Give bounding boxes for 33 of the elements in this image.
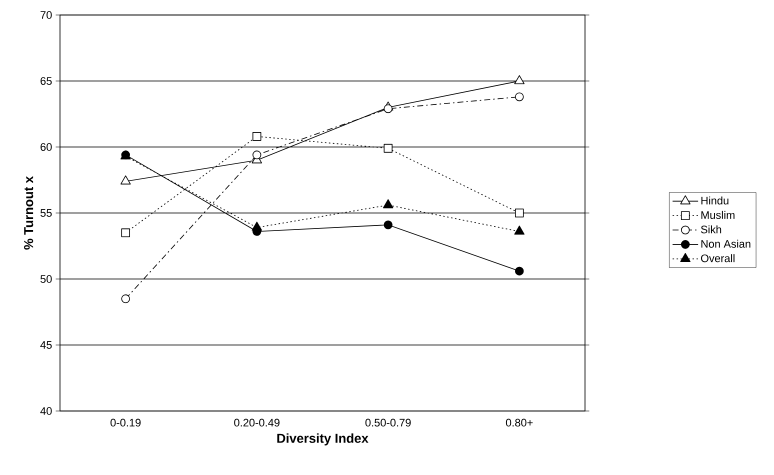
x-tick-label: 0.80+: [506, 418, 533, 427]
x-tick-label: 0.50-0.79: [365, 418, 411, 427]
point: [514, 208, 524, 218]
y-tick-label: 45: [40, 341, 52, 349]
point: [252, 222, 262, 231]
point: [384, 144, 393, 153]
point: [514, 226, 525, 235]
point: [252, 132, 262, 141]
point: [120, 175, 131, 184]
point: [514, 266, 524, 276]
x-tick-label: 0.20-0.49: [234, 418, 280, 427]
y-axis-title: % Turnout x: [24, 176, 34, 250]
point: [121, 294, 130, 304]
point: [514, 92, 524, 102]
legend-label: Overall: [701, 254, 734, 262]
x-tick-label: 0-0.19: [110, 418, 141, 427]
point: [252, 150, 262, 160]
y-tick-label: 40: [40, 407, 52, 415]
point: [382, 199, 394, 208]
point: [384, 104, 393, 114]
point: [121, 228, 130, 238]
y-tick-label: 60: [40, 143, 52, 151]
x-axis-title: Diversity Index: [277, 433, 368, 446]
legend-label: Hindu: [701, 196, 728, 205]
point: [384, 220, 393, 230]
y-tick-label: 65: [40, 77, 52, 85]
legend-label: Muslim: [701, 210, 734, 219]
y-tick-label: 55: [40, 209, 52, 217]
legend-label: Sikh: [700, 225, 722, 234]
y-tick-label: 70: [40, 11, 52, 19]
point: [514, 75, 525, 84]
legend-label: Non Asian: [701, 240, 750, 248]
y-tick-label: 50: [40, 275, 52, 283]
